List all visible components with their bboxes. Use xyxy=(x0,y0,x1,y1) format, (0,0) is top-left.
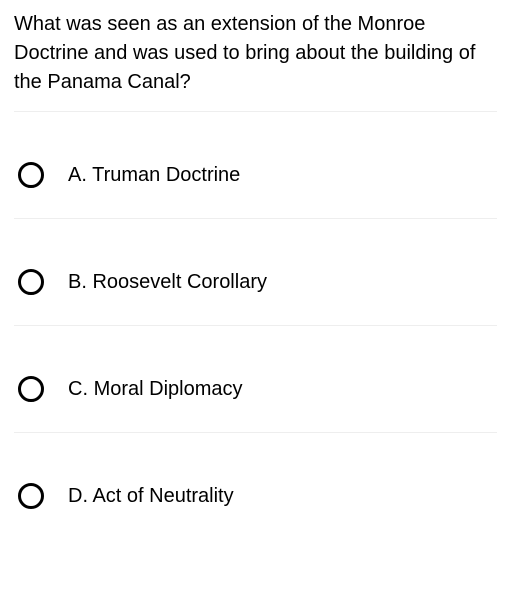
options-list: A. Truman Doctrine B. Roosevelt Corollar… xyxy=(14,112,497,519)
option-letter: D. xyxy=(68,485,88,507)
option-label: B. Roosevelt Corollary xyxy=(68,271,267,294)
option-letter: C. xyxy=(68,378,88,400)
option-d[interactable]: D. Act of Neutrality xyxy=(14,483,497,519)
option-c[interactable]: C. Moral Diplomacy xyxy=(14,376,497,433)
option-answer: Roosevelt Corollary xyxy=(92,271,267,293)
radio-icon xyxy=(18,269,44,295)
radio-icon xyxy=(18,162,44,188)
option-label: C. Moral Diplomacy xyxy=(68,378,243,401)
option-answer: Truman Doctrine xyxy=(92,164,240,186)
question-text: What was seen as an extension of the Mon… xyxy=(14,10,497,112)
option-answer: Act of Neutrality xyxy=(92,485,233,507)
option-answer: Moral Diplomacy xyxy=(94,378,243,400)
option-letter: A. xyxy=(68,164,87,186)
radio-icon xyxy=(18,376,44,402)
radio-icon xyxy=(18,483,44,509)
option-a[interactable]: A. Truman Doctrine xyxy=(14,162,497,219)
option-label: D. Act of Neutrality xyxy=(68,485,234,508)
option-letter: B. xyxy=(68,271,87,293)
option-label: A. Truman Doctrine xyxy=(68,164,240,187)
option-b[interactable]: B. Roosevelt Corollary xyxy=(14,269,497,326)
quiz-container: What was seen as an extension of the Mon… xyxy=(0,0,511,529)
